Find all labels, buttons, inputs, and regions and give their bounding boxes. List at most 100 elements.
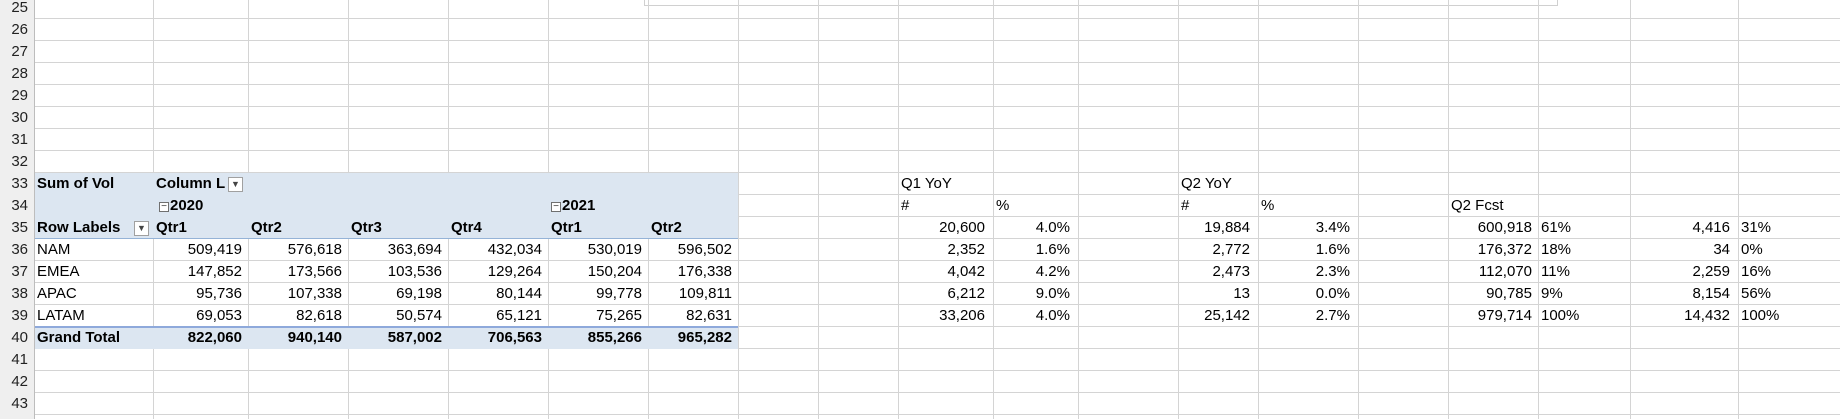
q1-yoy-pct: 9.0%	[1035, 285, 1070, 302]
row-labels-filter-icon[interactable]: ▼	[134, 221, 149, 236]
q1-yoy-pct-header: %	[996, 197, 1010, 214]
q2-yoy-pct: 1.6%	[1315, 241, 1350, 258]
pivot-value: 509,419	[187, 241, 242, 258]
pivot-header-border	[34, 238, 738, 239]
pivot-value: 147,852	[187, 263, 242, 280]
pivot-total-border	[34, 326, 738, 328]
chart-object-edge[interactable]	[644, 0, 1558, 6]
q2-yoy-count: 13	[1233, 285, 1250, 302]
pivot-value: 107,338	[287, 285, 342, 302]
row-gridline	[0, 84, 1840, 85]
column-gridline	[1178, 0, 1179, 419]
row-number[interactable]: 25	[11, 0, 28, 16]
pivot-value: 82,618	[296, 307, 342, 324]
column-gridline	[1538, 0, 1539, 419]
pivot-column-labels: Column L	[156, 175, 226, 192]
row-gridline	[0, 238, 1840, 239]
q2-fcst-volume: 176,372	[1477, 241, 1532, 258]
row-number[interactable]: 41	[11, 351, 28, 368]
row-gridline	[0, 128, 1840, 129]
row-gridline	[0, 106, 1840, 107]
pivot-value: 576,618	[287, 241, 342, 258]
year-2020-label: 2020	[170, 197, 204, 214]
q2-yoy-count: 19,884	[1204, 219, 1250, 236]
q1-yoy-count: 33,206	[939, 307, 985, 324]
q2-yoy-pct-header: %	[1261, 197, 1275, 214]
row-number[interactable]: 37	[11, 263, 28, 280]
column-gridline	[1258, 0, 1259, 419]
row-number[interactable]: 40	[11, 329, 28, 346]
row-number[interactable]: 31	[11, 131, 28, 148]
pivot-value: 95,736	[196, 285, 242, 302]
q1-yoy-pct: 4.0%	[1035, 219, 1070, 236]
row-number[interactable]: 34	[11, 197, 28, 214]
grand-total-label: Grand Total	[37, 329, 121, 346]
pivot-value: 75,265	[596, 307, 642, 324]
pivot-value: 176,338	[677, 263, 732, 280]
grand-total-value: 706,563	[487, 329, 542, 346]
pivot-values-label: Sum of Vol	[37, 175, 115, 192]
column-gridline	[738, 0, 739, 419]
row-gridline	[0, 414, 1840, 415]
q2-yoy-pct: 2.3%	[1315, 263, 1350, 280]
q2-fcst-delta-share: 56%	[1741, 285, 1772, 302]
row-number[interactable]: 35	[11, 219, 28, 236]
pivot-value: 69,053	[196, 307, 242, 324]
pivot-value: 80,144	[496, 285, 542, 302]
grand-total-value: 587,002	[387, 329, 442, 346]
row-gridline	[0, 194, 1840, 195]
pivot-value: 82,631	[686, 307, 732, 324]
q2-fcst-delta-share: 0%	[1741, 241, 1763, 258]
pivot-value: 99,778	[596, 285, 642, 302]
pivot-value: 50,574	[396, 307, 442, 324]
row-number[interactable]: 26	[11, 21, 28, 38]
grand-total-value: 940,140	[287, 329, 342, 346]
row-gridline	[0, 392, 1840, 393]
row-number[interactable]: 39	[11, 307, 28, 324]
column-gridline	[1078, 0, 1079, 419]
q1-yoy-count: 20,600	[939, 219, 985, 236]
collapse-2020-icon[interactable]: −	[159, 202, 169, 212]
q2-fcst-share: 18%	[1541, 241, 1572, 258]
q2-fcst-delta-share: 31%	[1741, 219, 1772, 236]
row-number[interactable]: 42	[11, 373, 28, 390]
row-number[interactable]: 28	[11, 65, 28, 82]
q2-yoy-pct: 2.7%	[1315, 307, 1350, 324]
row-gridline	[0, 216, 1840, 217]
q2-fcst-delta: 2,259	[1692, 263, 1730, 280]
row-number[interactable]: 33	[11, 175, 28, 192]
row-gridline	[0, 304, 1840, 305]
q2-yoy-count: 2,473	[1212, 263, 1250, 280]
pivot-value: 530,019	[587, 241, 642, 258]
q2-yoy-count-header: #	[1181, 197, 1190, 214]
q2-fcst-share: 9%	[1541, 285, 1563, 302]
row-number[interactable]: 30	[11, 109, 28, 126]
region-label: LATAM	[37, 307, 85, 324]
row-number[interactable]: 29	[11, 87, 28, 104]
row-number[interactable]: 38	[11, 285, 28, 302]
pivot-value: 103,536	[387, 263, 442, 280]
pivot-value: 432,034	[487, 241, 542, 258]
row-number[interactable]: 32	[11, 153, 28, 170]
row-gridline	[0, 348, 1840, 349]
q1-yoy-pct: 4.0%	[1035, 307, 1070, 324]
row-number[interactable]: 43	[11, 395, 28, 412]
q2-fcst-volume: 979,714	[1477, 307, 1532, 324]
row-number[interactable]: 36	[11, 241, 28, 258]
q2-yoy-count: 25,142	[1204, 307, 1250, 324]
q2-yoy-pct: 0.0%	[1315, 285, 1350, 302]
row-number[interactable]: 27	[11, 43, 28, 60]
column-labels-dropdown-icon[interactable]: ▼	[228, 177, 243, 192]
quarter-header: Qtr1	[156, 219, 187, 236]
region-label: APAC	[37, 285, 77, 302]
column-gridline	[1448, 0, 1449, 419]
row-gridline	[0, 18, 1840, 19]
column-gridline	[818, 0, 819, 419]
q1-yoy-count: 6,212	[947, 285, 985, 302]
row-gridline	[0, 282, 1840, 283]
q2-fcst-title: Q2 Fcst	[1451, 197, 1504, 214]
pivot-row-labels: Row Labels	[37, 219, 121, 236]
collapse-2021-icon[interactable]: −	[551, 202, 561, 212]
region-label: NAM	[37, 241, 71, 258]
